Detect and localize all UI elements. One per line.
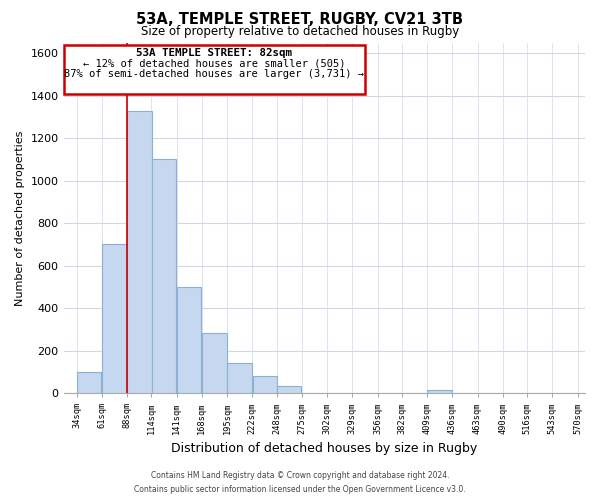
Bar (177, 287, 202, 393)
Bar (277, 386, 301, 393)
Bar (102, 244, 127, 393)
Text: 87% of semi-detached houses are larger (3,731) →: 87% of semi-detached houses are larger (… (64, 69, 364, 79)
Bar (77, 372, 101, 393)
Y-axis label: Number of detached properties: Number of detached properties (15, 130, 25, 306)
Bar (64, 44, 365, 94)
Text: ← 12% of detached houses are smaller (505): ← 12% of detached houses are smaller (50… (83, 59, 346, 69)
X-axis label: Distribution of detached houses by size in Rugby: Distribution of detached houses by size … (171, 442, 478, 455)
Text: 53A TEMPLE STREET: 82sqm: 53A TEMPLE STREET: 82sqm (136, 48, 292, 58)
Bar (253, 376, 277, 393)
Text: Contains HM Land Registry data © Crown copyright and database right 2024.
Contai: Contains HM Land Registry data © Crown c… (134, 472, 466, 494)
Text: Size of property relative to detached houses in Rugby: Size of property relative to detached ho… (141, 25, 459, 38)
Bar (202, 332, 227, 393)
Text: 53A, TEMPLE STREET, RUGBY, CV21 3TB: 53A, TEMPLE STREET, RUGBY, CV21 3TB (137, 12, 464, 28)
Bar (227, 364, 252, 393)
Bar (127, 110, 152, 393)
Bar (427, 390, 452, 393)
Bar (152, 160, 176, 393)
